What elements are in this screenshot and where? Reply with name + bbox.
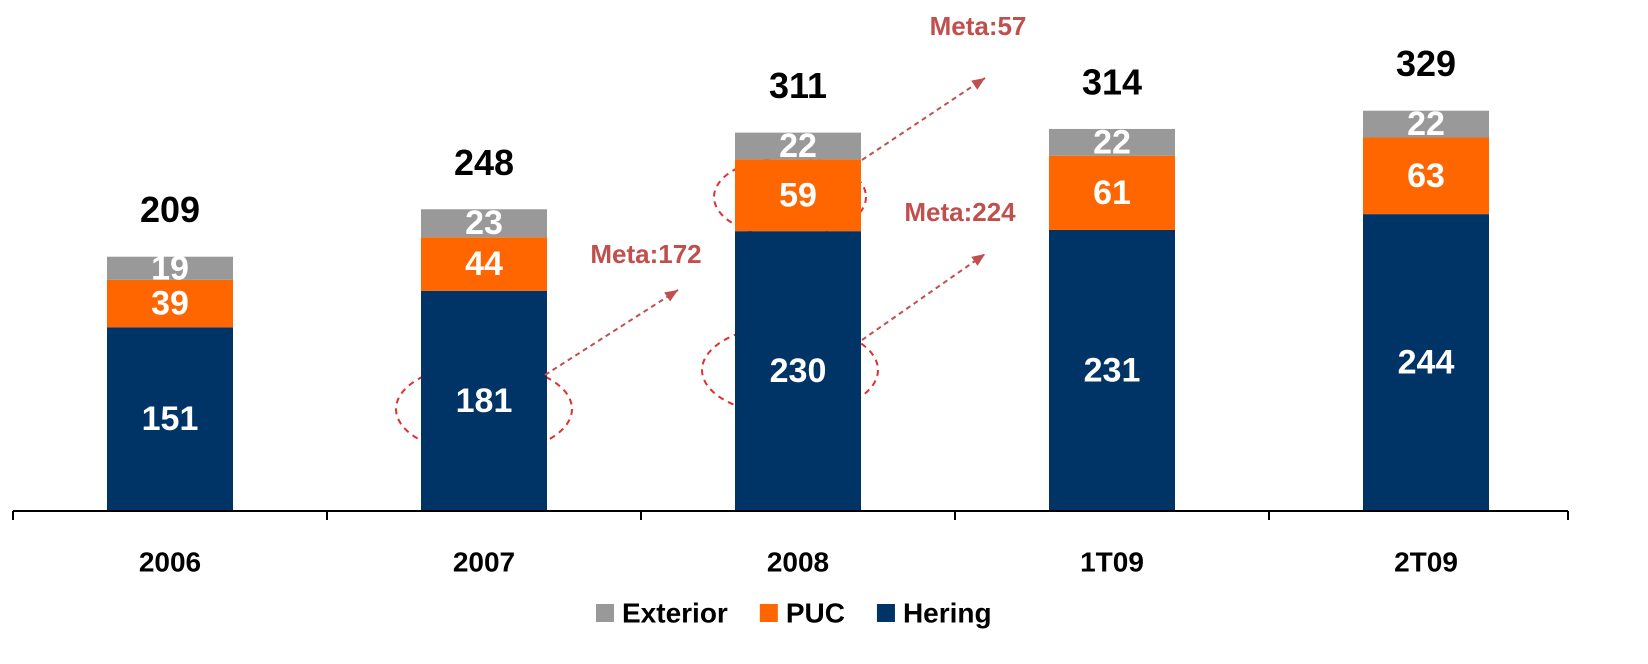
bar-segment — [735, 231, 861, 511]
total-label: 314 — [1082, 61, 1142, 102]
bar-segment — [107, 256, 233, 280]
total-label: 311 — [769, 65, 827, 106]
annotation-arrow — [861, 77, 986, 161]
legend-swatch — [596, 604, 614, 622]
value-label: 19 — [151, 249, 189, 287]
x-tick-label: 2T09 — [1394, 546, 1458, 577]
bar-segment — [1049, 155, 1175, 230]
legend-label: PUC — [786, 597, 845, 628]
x-tick-label: 2007 — [453, 546, 515, 577]
value-label: 22 — [1093, 123, 1131, 161]
value-label: 22 — [1407, 105, 1445, 143]
annotation: Meta:224 — [904, 197, 1016, 227]
legend-label: Exterior — [622, 597, 728, 628]
annotation-arrow — [544, 289, 679, 376]
arrow-head — [971, 78, 985, 90]
x-tick-label: 2006 — [139, 546, 201, 577]
bar-segment — [735, 159, 861, 232]
bar-segment — [735, 132, 861, 160]
bar-segment — [107, 279, 233, 328]
x-tick-label: 1T09 — [1080, 546, 1144, 577]
value-label: 39 — [151, 285, 189, 323]
legend-swatch — [876, 604, 895, 622]
value-label: 44 — [465, 245, 503, 283]
bar-segment — [1049, 128, 1175, 156]
annotation: Meta:57 — [930, 11, 1027, 41]
value-label: 230 — [770, 352, 827, 390]
value-label: 244 — [1398, 344, 1455, 382]
value-label: 181 — [456, 382, 513, 420]
value-label: 231 — [1084, 351, 1141, 389]
total-label: 329 — [1396, 43, 1456, 84]
value-label: 151 — [142, 400, 199, 438]
legend-label: Hering — [903, 597, 992, 628]
value-label: 63 — [1407, 157, 1445, 195]
value-label: 61 — [1093, 174, 1131, 212]
bar-segment — [1363, 137, 1489, 215]
bar-segment — [1363, 214, 1489, 511]
annotation: Meta:172 — [590, 239, 701, 269]
x-tick-label: 2008 — [767, 546, 829, 577]
value-label: 59 — [779, 176, 817, 214]
bar-segment — [1049, 229, 1175, 511]
value-label: 22 — [779, 127, 817, 165]
bar-segment — [421, 290, 547, 511]
annotation-arrow — [861, 253, 986, 341]
bar-segment — [421, 209, 547, 238]
bar-segment — [1363, 110, 1489, 138]
bar-segment — [421, 237, 547, 291]
bar-segment — [107, 327, 233, 511]
arrow-head — [971, 254, 985, 266]
legend-swatch — [759, 604, 778, 622]
total-label: 209 — [140, 189, 200, 230]
total-label: 248 — [454, 142, 514, 183]
value-label: 23 — [465, 204, 503, 242]
arrow-head — [664, 290, 678, 302]
